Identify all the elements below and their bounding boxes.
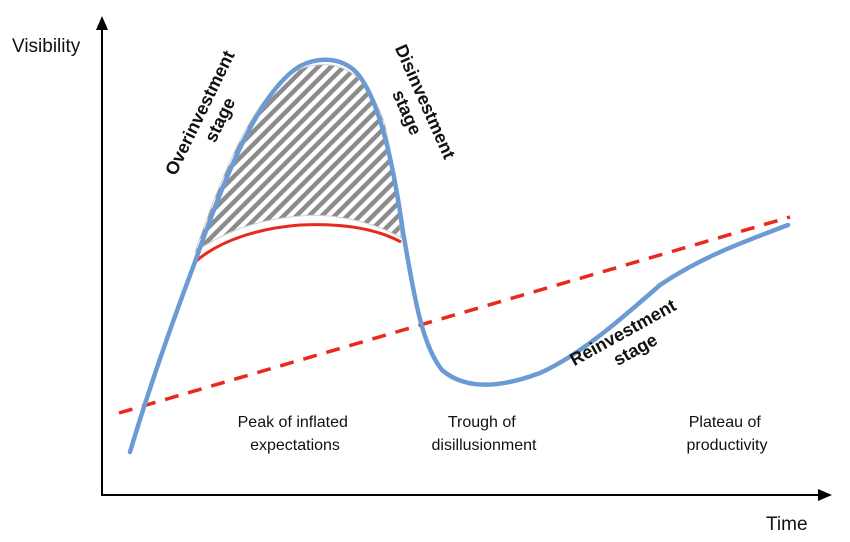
phase-plateau-line-2: productivity xyxy=(687,437,768,454)
phase-peak-line-2: expectations xyxy=(250,437,340,454)
svg-text:Reinvestment stage: Reinvestment stage xyxy=(566,293,694,389)
y-axis-label: Visibility xyxy=(12,36,81,57)
phase-plateau-line-1: Plateau of xyxy=(689,414,762,431)
hype-curve xyxy=(127,57,791,455)
phase-label-peak: Peak of inflated expectations xyxy=(238,414,353,454)
phase-trough-line-1: Trough of xyxy=(448,414,516,431)
phase-trough-line-2: disillusionment xyxy=(432,437,537,454)
x-axis-arrow-icon xyxy=(818,489,832,501)
axes xyxy=(96,16,832,501)
y-axis-arrow-icon xyxy=(96,16,108,30)
phase-label-plateau: Plateau of productivity xyxy=(687,414,768,454)
trend-line xyxy=(118,215,791,415)
baseline-curve xyxy=(194,223,402,264)
phase-label-trough: Trough of disillusionment xyxy=(432,414,537,454)
x-axis-label: Time xyxy=(766,514,808,535)
stage-label-reinvestment: Reinvestment stage xyxy=(566,293,694,389)
phase-peak-line-1: Peak of inflated xyxy=(238,414,348,431)
